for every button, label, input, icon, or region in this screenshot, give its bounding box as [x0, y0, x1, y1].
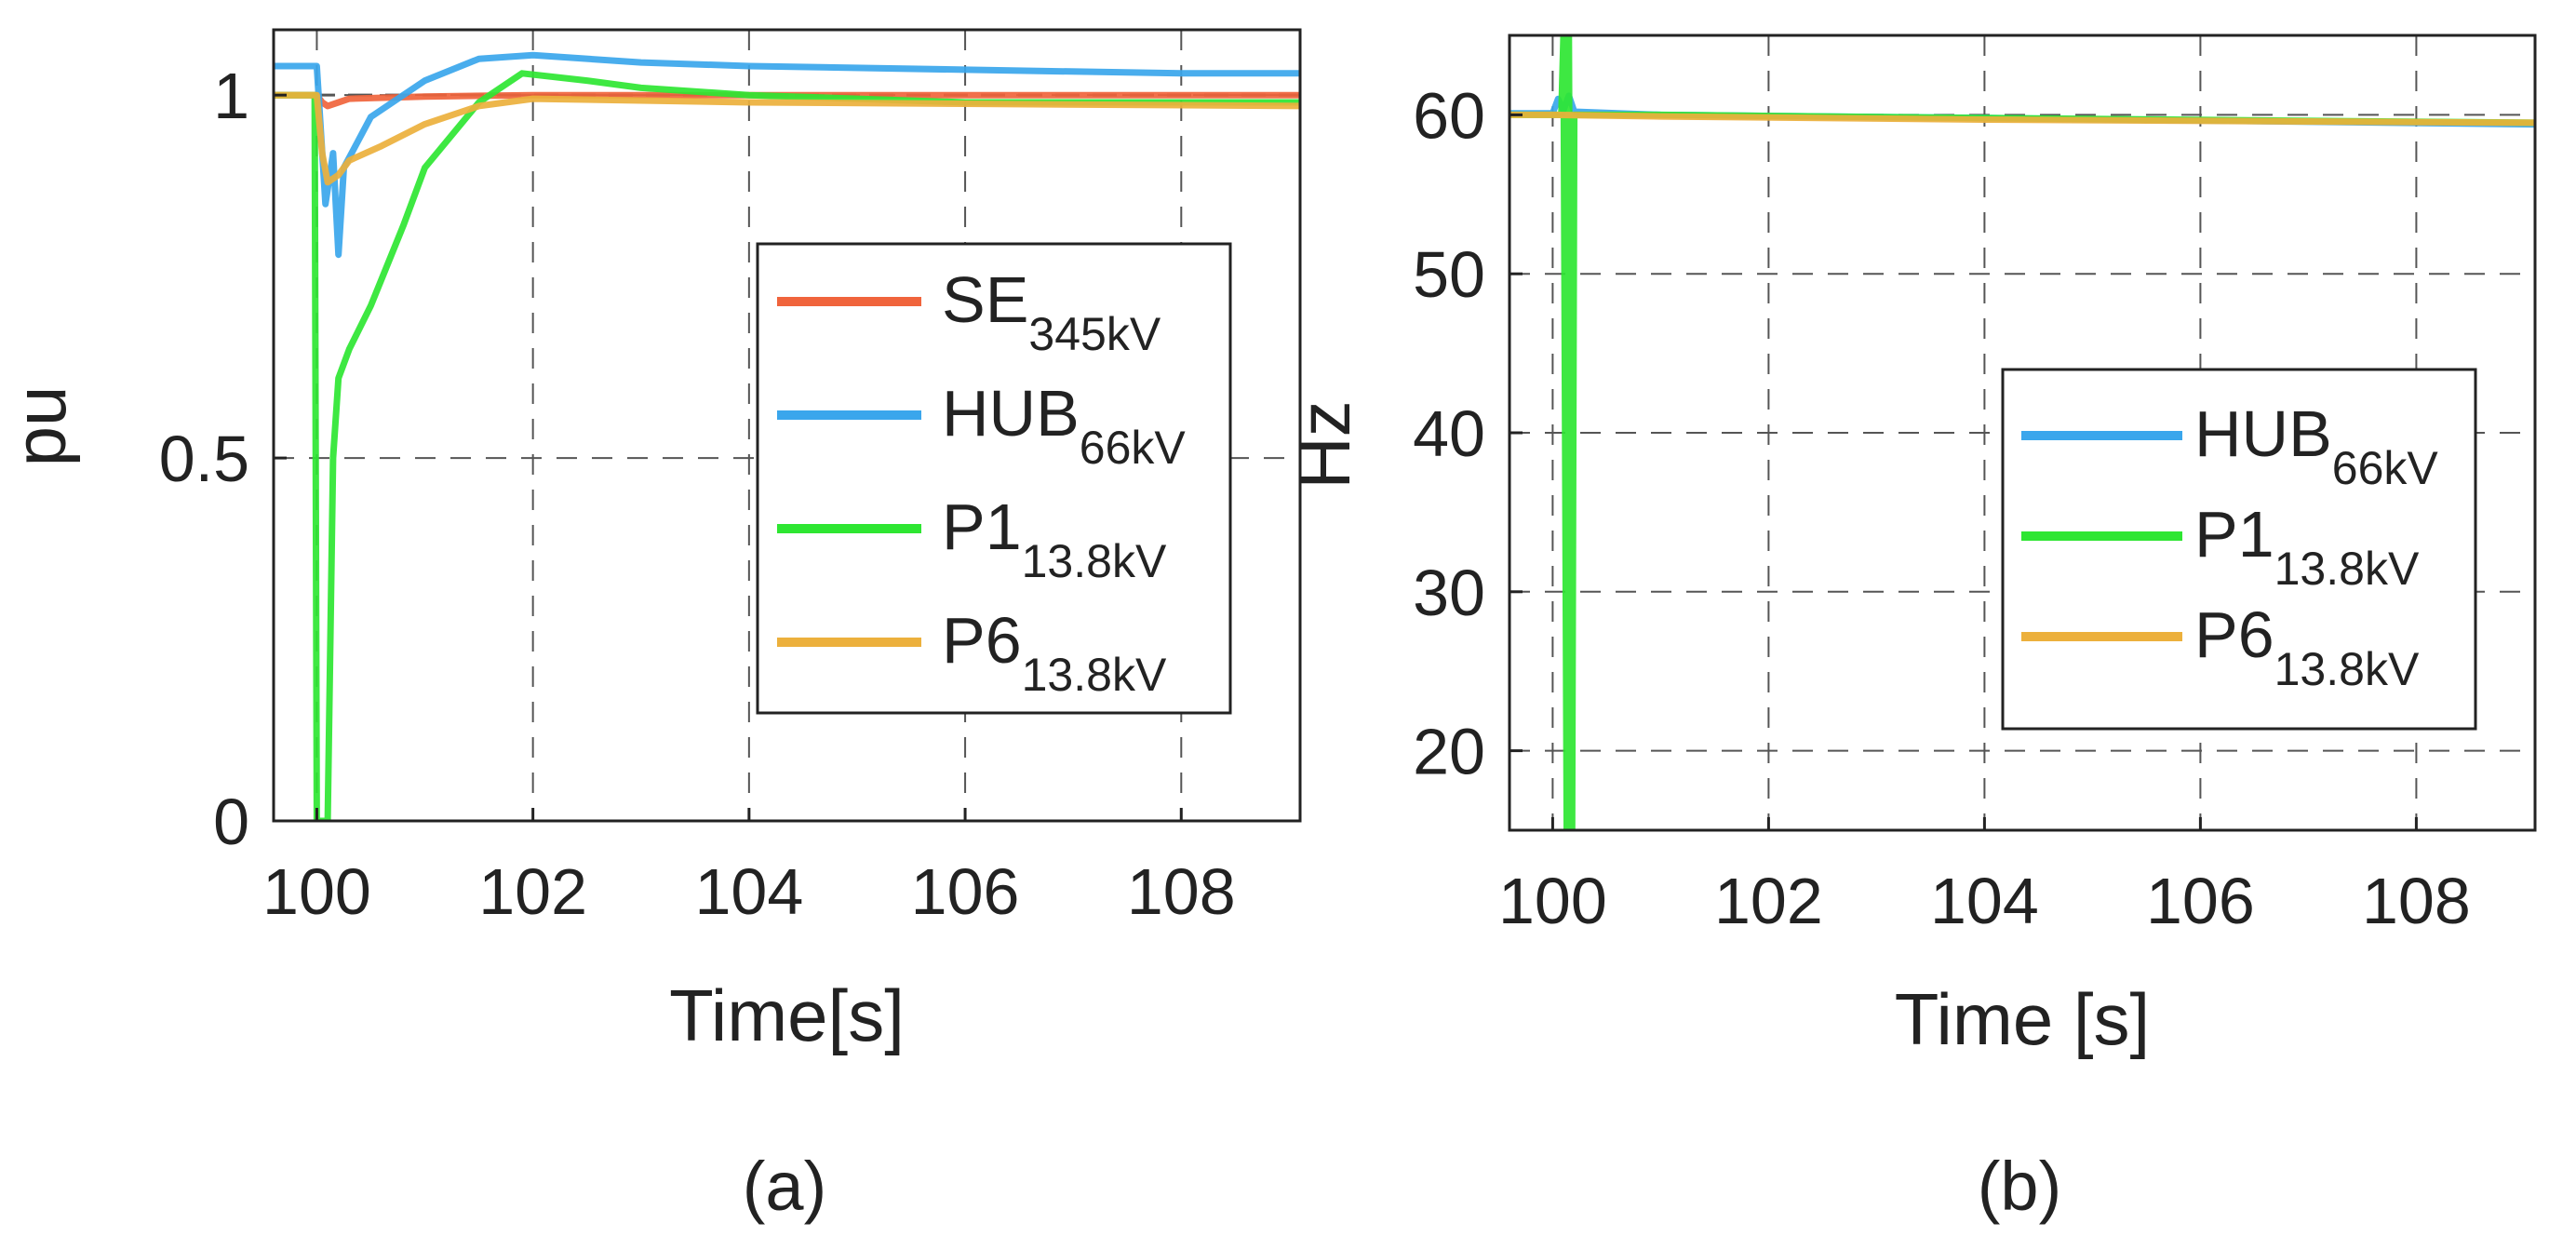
x-tick-label: 104 [1930, 865, 2039, 937]
legend-label-subscript: 13.8kV [1022, 535, 1167, 587]
legend-label-base: P6 [2194, 598, 2274, 671]
legend-label-base: P1 [2194, 498, 2274, 571]
legend-label-subscript: 13.8kV [2274, 543, 2420, 595]
series-line-p1 [274, 70, 1300, 821]
y-tick-label: 20 [1413, 716, 1485, 788]
panel-caption: (b) [1978, 1148, 2061, 1225]
series-line-p6 [1509, 111, 2535, 127]
legend-label: HUB66kV [2194, 397, 2438, 494]
x-axis-label: Time [s] [1895, 978, 2150, 1060]
x-axis-label: Time[s] [669, 974, 905, 1056]
x-tick-label: 100 [1498, 865, 1607, 937]
y-axis-label: pu [0, 386, 81, 467]
legend-label-subscript: 13.8kV [2274, 643, 2420, 695]
y-tick-label: 40 [1413, 397, 1485, 470]
legend-label-base: HUB [942, 377, 1080, 450]
y-tick-label: 60 [1413, 79, 1485, 152]
legend-box [2001, 368, 2477, 731]
legend-label-subscript: 66kV [2332, 442, 2439, 494]
legend-label: P613.8kV [2194, 598, 2420, 695]
x-tick-label: 106 [2146, 865, 2255, 937]
series-line-p6 [274, 91, 1300, 186]
panel-b: 100 102 104 106 108 20 30 40 50 60 Time [s] Hz (b) HU… [1283, 34, 2537, 1225]
panel-caption: (a) [743, 1148, 826, 1225]
x-tick-label: 102 [1714, 865, 1823, 937]
legend-label-subscript: 13.8kV [1022, 649, 1167, 701]
legend-label-base: HUB [2194, 397, 2332, 470]
axes-frame [272, 28, 1302, 823]
legend-label: P113.8kV [2194, 498, 2420, 595]
legend-label: P613.8kV [942, 604, 1167, 701]
x-tick-label: 106 [911, 855, 1020, 928]
legend-label-base: P1 [942, 490, 1022, 563]
y-axis-label: Hz [1283, 400, 1365, 489]
legend-label-subscript: 345kV [1028, 308, 1161, 360]
y-tick-label: 50 [1413, 238, 1485, 311]
x-tick-label: 108 [1127, 855, 1236, 928]
y-tick-label: 30 [1413, 557, 1485, 629]
x-tick-label: 104 [694, 855, 803, 928]
legend-label-base: P6 [942, 604, 1022, 677]
series-group [1509, 35, 2535, 830]
y-tick-label: 0 [213, 786, 249, 858]
x-tick-label: 108 [2362, 865, 2471, 937]
y-tick-label: 1 [213, 60, 249, 132]
y-tick-label: 0.5 [159, 423, 249, 495]
x-tick-label: 100 [262, 855, 371, 928]
legend-label-subscript: 66kV [1080, 422, 1187, 474]
legend-label-base: SE [942, 263, 1028, 336]
panel-a: 100 102 104 106 108 0 0.5 1 Time[s] pu (a) SE345kV H… [0, 28, 1302, 1225]
legend-box [756, 242, 1232, 715]
legend-label: SE345kV [942, 263, 1161, 360]
series-group [274, 51, 1300, 821]
legend-label: HUB66kV [942, 377, 1186, 474]
legend-label: P113.8kV [942, 490, 1167, 587]
x-tick-label: 102 [478, 855, 587, 928]
series-line-hub [274, 51, 1300, 259]
